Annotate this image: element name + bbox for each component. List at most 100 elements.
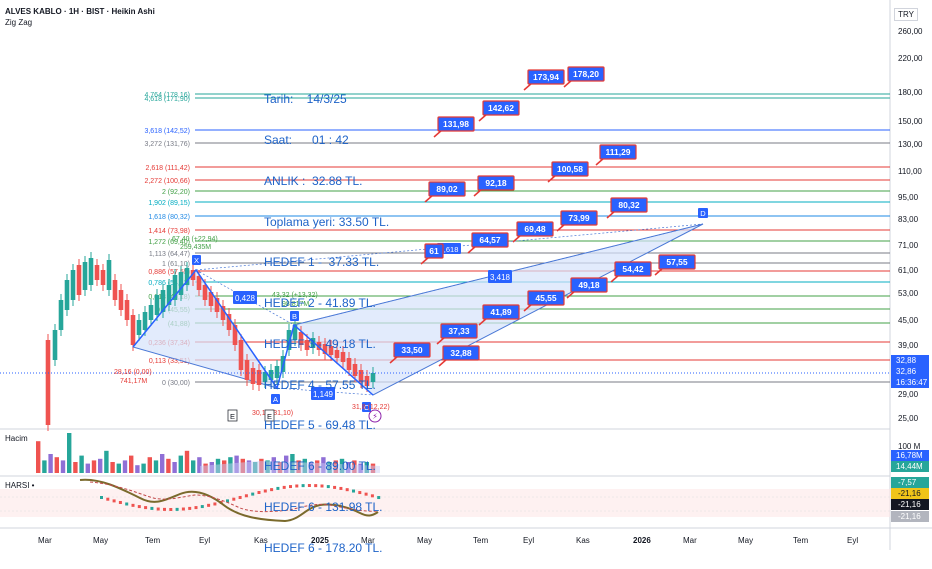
candle-body	[64, 280, 70, 310]
time-axis-label: Eyl	[847, 536, 859, 545]
candle-body	[58, 300, 64, 330]
volume-bar	[85, 463, 90, 473]
candle-body	[45, 340, 51, 425]
volume-area	[200, 461, 380, 473]
volume-bar	[98, 458, 103, 473]
point-a-label: A	[273, 395, 278, 404]
target-label: 73,99	[568, 213, 590, 223]
volume-bar	[197, 457, 202, 473]
price-axis[interactable]: 260,00 220,00 180,00 150,00 130,00 110,00 95,0…	[898, 27, 923, 423]
time-axis-label: Tem	[145, 536, 161, 545]
volume-bar	[73, 462, 78, 473]
point-b-marker: B	[290, 311, 299, 321]
harsi-candle	[194, 506, 198, 510]
candle-body	[166, 285, 172, 305]
candle-body	[208, 292, 214, 306]
candle-body	[118, 290, 124, 310]
annotation-c-change: 31,8 (12,22)	[352, 404, 390, 411]
volume-bar	[129, 455, 134, 473]
event-markers[interactable]: E E ⚡	[227, 409, 382, 423]
harsi-candle	[106, 497, 110, 501]
price-tag	[891, 355, 929, 366]
harsi-candle	[125, 502, 129, 506]
harsi-candle	[352, 489, 355, 493]
price-tick: 83,00	[898, 215, 919, 224]
candle-body	[292, 325, 298, 340]
target-box	[442, 345, 480, 361]
fib-label: 1,618 (80,32)	[148, 214, 190, 221]
harsi-candle	[156, 507, 160, 511]
harsi-candle	[175, 507, 179, 511]
time-axis-label: Kas	[254, 536, 268, 545]
fib-label: 2 (92,20)	[162, 189, 190, 196]
volume-bar	[135, 465, 140, 473]
fib-label: 0,886 (57,55)	[148, 269, 190, 276]
candle-body	[286, 330, 292, 350]
volume-tag	[891, 450, 929, 461]
harsi-candle	[131, 503, 135, 507]
volume-bar	[172, 462, 177, 473]
price-tick: 220,00	[898, 54, 923, 63]
currency-label[interactable]: TRY	[894, 8, 918, 21]
harsi-candle	[270, 488, 274, 492]
candle-body	[70, 270, 76, 300]
candle-body	[130, 315, 136, 345]
harsi-candle	[345, 488, 349, 492]
candle-body	[202, 285, 208, 300]
volume-bar	[48, 454, 53, 473]
volume-bars	[36, 433, 380, 473]
info-line: HEDEF 5 - 69.48 TL.	[264, 418, 376, 433]
harsi-candle	[276, 486, 280, 490]
harsi-tag	[891, 477, 929, 488]
target-box	[527, 290, 565, 306]
harsi-tag	[891, 488, 929, 499]
fib-label: 1 (61,10)	[162, 261, 190, 268]
candle-body	[274, 366, 280, 378]
info-line: HEDEF 4 - 57.55 TL.	[264, 377, 376, 392]
target-label: 45,55	[535, 293, 557, 303]
fib-label: 3,272 (131,76)	[144, 141, 190, 148]
target-label: 131,98	[443, 119, 469, 129]
target-box	[471, 232, 509, 248]
harsi-candle	[263, 489, 267, 493]
svg-text:⚡: ⚡	[372, 412, 378, 421]
fib-label: 0,113 (33,51)	[149, 358, 190, 365]
symbol-title[interactable]: ALVES KABLO · 1H · BIST · Heikin Ashi	[5, 7, 155, 16]
harsi-candle	[169, 508, 173, 511]
harsi-candle	[377, 496, 381, 500]
candle-body	[196, 276, 202, 290]
price-tag-label: 32,88	[896, 356, 917, 365]
candle-body	[328, 346, 334, 355]
target-label: 178,20	[573, 69, 599, 79]
annotation-base-volume: 741,17M	[120, 378, 147, 385]
fib-label: 1,113 (64,47)	[149, 251, 190, 258]
volume-pane-label[interactable]: Hacim	[5, 434, 28, 443]
harsi-candle	[163, 507, 166, 511]
candle-body	[214, 298, 220, 312]
indicator-label[interactable]: Zig Zag	[5, 18, 33, 27]
time-axis-label: May	[738, 536, 754, 545]
chart-canvas[interactable]: 4,764 (178,16)4,618 (171,90) 3,618 (142,5…	[0, 0, 932, 550]
target-box	[614, 261, 652, 277]
harsi-axis-tags: -7,57 -21,16 -21,16 -21,16	[891, 477, 929, 522]
target-label: 142,62	[488, 103, 514, 113]
volume-tag-label: 16,78M	[896, 451, 923, 460]
ratio-xa-label: 0,428	[235, 294, 256, 303]
harsi-candle	[188, 506, 192, 510]
candle-body	[106, 260, 112, 290]
price-tick: 110,00	[898, 167, 922, 176]
candle-body	[226, 314, 232, 330]
harsi-candle	[301, 484, 305, 488]
harsi-pane-label[interactable]: HARSI •	[5, 481, 35, 490]
harsi-candle	[150, 506, 154, 510]
volume-bar	[116, 463, 121, 473]
volume-tag	[891, 461, 929, 472]
time-axis-label: Eyl	[523, 536, 535, 545]
target-box	[424, 243, 444, 259]
candle-body	[304, 340, 310, 350]
candle-body	[346, 358, 352, 370]
harsi-candle	[314, 484, 318, 488]
candle-body	[232, 325, 238, 345]
svg-text:E: E	[267, 412, 272, 421]
candle-body	[100, 270, 106, 285]
